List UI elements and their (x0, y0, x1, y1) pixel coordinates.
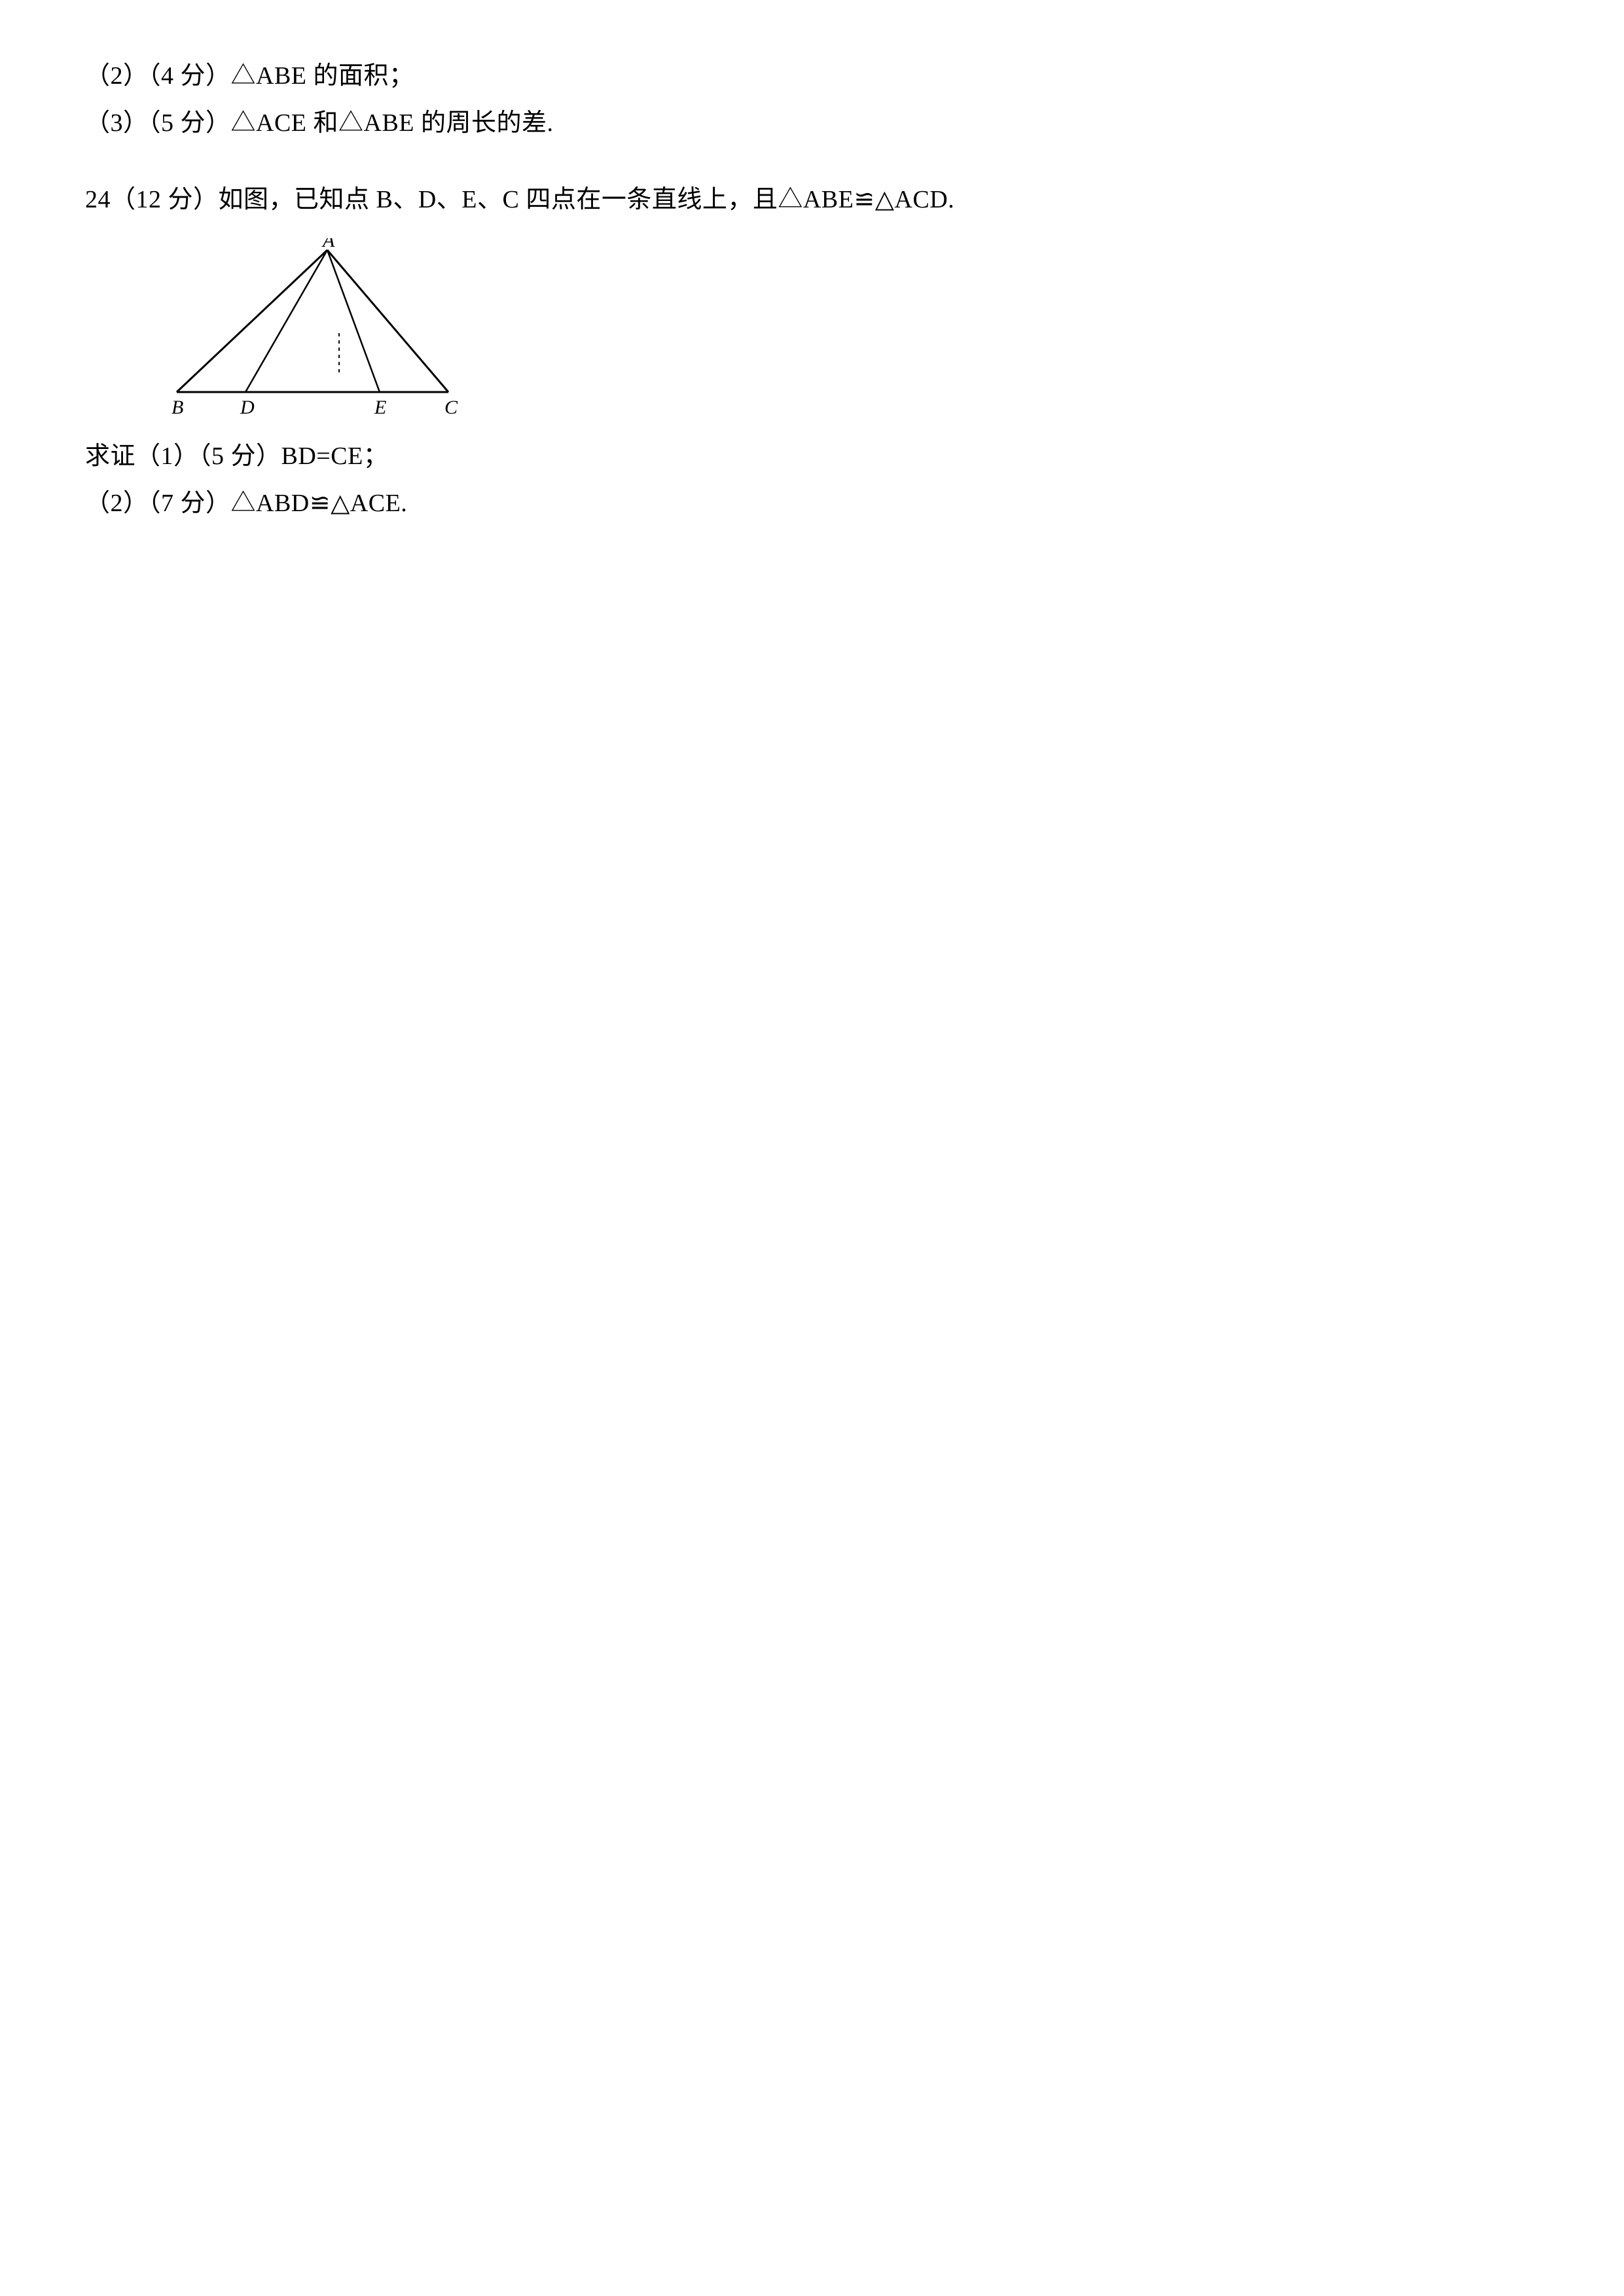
q23-part2: （2）（4 分）△ABE 的面积； (85, 52, 1539, 99)
svg-text:C: C (444, 397, 458, 415)
exam-page: （2）（4 分）△ABE 的面积； （3）（5 分）△ACE 和△ABE 的周长… (0, 0, 1624, 579)
svg-text:B: B (171, 397, 183, 415)
q24-stem: 24（12 分）如图，已知点 B、D、E、C 四点在一条直线上，且△ABE≌△A… (85, 176, 1539, 223)
svg-text:A: A (321, 238, 335, 251)
spacer (85, 147, 1539, 176)
svg-text:E: E (374, 397, 386, 415)
triangle-diagram: A B D E C (157, 238, 471, 415)
svg-text:D: D (240, 397, 255, 415)
q24-figure: A B D E C (157, 238, 1539, 418)
q24-prove-1: 求证（1）（5 分）BD=CE； (85, 433, 1539, 480)
q24-prove-2: （2）（7 分）△ABD≌△ACE. (85, 480, 1539, 527)
q23-part3: （3）（5 分）△ACE 和△ABE 的周长的差. (85, 99, 1539, 147)
